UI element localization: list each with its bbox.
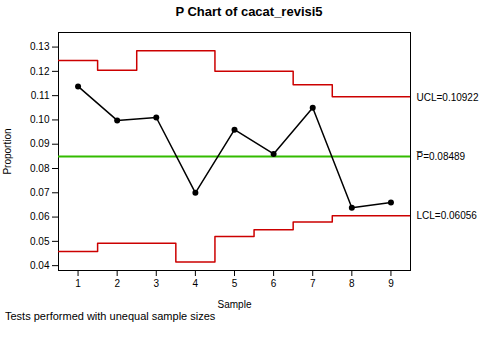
svg-text:0.09: 0.09 <box>30 138 50 149</box>
svg-text:0.06: 0.06 <box>30 211 50 222</box>
svg-text:0.13: 0.13 <box>30 41 50 52</box>
html-text:P Chart of cacat_revisi5: P Chart of cacat_revisi5 <box>175 4 323 19</box>
svg-text:0.08: 0.08 <box>30 163 50 174</box>
svg-text:0.07: 0.07 <box>30 187 50 198</box>
svg-text:0.12: 0.12 <box>30 66 50 77</box>
svg-text:7: 7 <box>310 278 316 289</box>
svg-text:0.10: 0.10 <box>30 114 50 125</box>
svg-text:UCL=0.10922: UCL=0.10922 <box>417 92 479 103</box>
svg-text:1: 1 <box>75 278 81 289</box>
svg-text:9: 9 <box>388 278 394 289</box>
svg-text:2: 2 <box>114 278 120 289</box>
svg-text:P̅=0.08489: P̅=0.08489 <box>417 151 466 162</box>
svg-text:6: 6 <box>271 278 277 289</box>
html-text:Tests performed with unequal s: Tests performed with unequal sample size… <box>5 310 216 322</box>
svg-text:Sample: Sample <box>218 299 252 310</box>
svg-text:5: 5 <box>232 278 238 289</box>
svg-text:LCL=0.06056: LCL=0.06056 <box>417 210 478 221</box>
svg-text:3: 3 <box>153 278 159 289</box>
svg-text:0.05: 0.05 <box>30 236 50 247</box>
svg-text:Proportion: Proportion <box>2 128 13 174</box>
svg-text:8: 8 <box>349 278 355 289</box>
svg-text:0.04: 0.04 <box>30 260 50 271</box>
svg-text:4: 4 <box>193 278 199 289</box>
svg-text:0.11: 0.11 <box>31 90 50 101</box>
